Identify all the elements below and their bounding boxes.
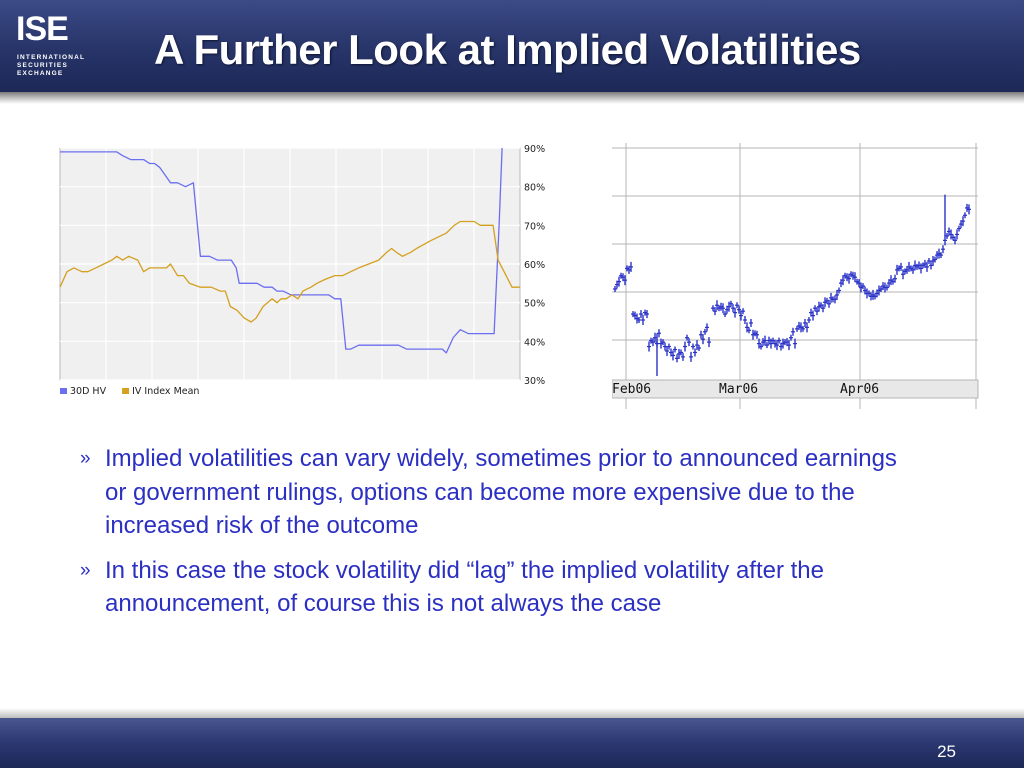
- bullet-item: » Implied volatilities can vary widely, …: [80, 442, 900, 543]
- x-tick-label: Mar06: [719, 382, 758, 397]
- chart-background: [612, 143, 982, 413]
- legend-label: IV Index Mean: [132, 386, 199, 397]
- price-chart: Feb06 Mar06 Apr06: [612, 143, 982, 413]
- y-tick-label: 70%: [524, 221, 545, 232]
- logo-mark: ISE: [16, 10, 69, 48]
- x-tick-label: Apr06: [840, 382, 879, 397]
- ise-logo: ISE INTERNATIONAL SECURITIES EXCHANGE: [16, 10, 102, 80]
- legend-swatch: [122, 388, 130, 394]
- bullet-text: Implied volatilities can vary widely, so…: [105, 445, 897, 539]
- bullet-marker: »: [80, 448, 91, 469]
- series-line-30d-hv: [60, 147, 503, 354]
- header-shadow: [0, 92, 1024, 104]
- y-tick-label: 40%: [524, 337, 545, 348]
- y-tick-label: 50%: [524, 299, 545, 310]
- y-tick-label: 80%: [524, 183, 545, 194]
- page-number: 25: [937, 742, 956, 761]
- logo-line-3: EXCHANGE: [17, 70, 64, 77]
- volatility-chart: 90% 80% 70% 60% 50% 40% 30% 30D HV IV Index Mean: [59, 144, 545, 397]
- x-tick-label: Feb06: [612, 382, 651, 397]
- x-axis-band: [612, 379, 979, 399]
- bullet-text: In this case the stock volatility did “l…: [105, 556, 824, 618]
- y-tick-label: 30%: [524, 376, 545, 387]
- legend-swatch: [60, 388, 67, 394]
- bullet-marker: »: [80, 559, 91, 581]
- y-tick-label: 60%: [524, 260, 545, 271]
- logo-line-1: INTERNATIONAL: [17, 54, 86, 61]
- slide-title: A Further Look at Implied Volatilities: [154, 26, 861, 73]
- y-tick-label: 90%: [524, 144, 545, 155]
- series-line-iv-index-mean: [59, 220, 520, 323]
- logo-line-2: SECURITIES: [17, 62, 69, 69]
- legend-label: 30D HV: [70, 386, 107, 397]
- bullet-item: » In this case the stock volatility did …: [80, 554, 900, 621]
- header-bar: ISE INTERNATIONAL SECURITIES EXCHANGE A …: [0, 0, 1024, 92]
- bullet-list: » Implied volatilities can vary widely, …: [80, 442, 900, 632]
- footer-bar: [0, 718, 1024, 768]
- footer-shadow: [0, 708, 1024, 718]
